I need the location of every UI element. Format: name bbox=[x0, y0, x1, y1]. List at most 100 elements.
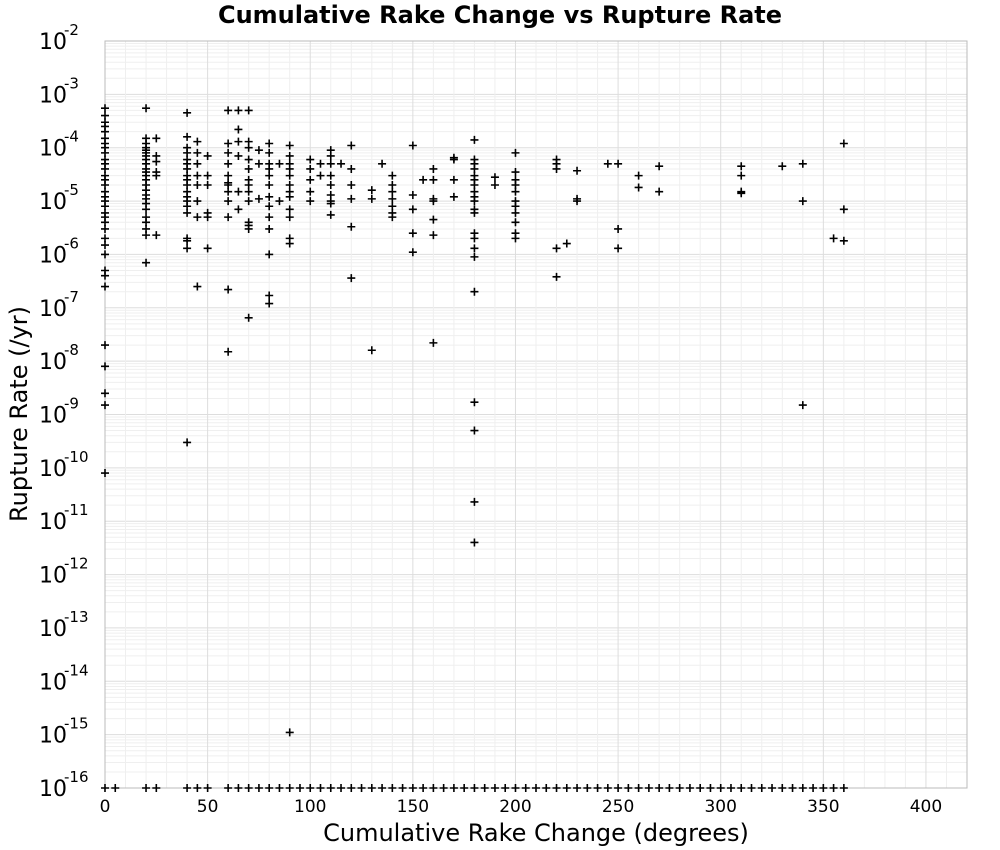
data-point bbox=[511, 784, 520, 792]
data-point bbox=[326, 181, 335, 190]
data-point bbox=[193, 159, 202, 168]
data-point bbox=[603, 784, 612, 792]
data-point bbox=[306, 175, 315, 184]
data-point bbox=[265, 202, 274, 211]
y-axis-label: Rupture Rate (/yr) bbox=[5, 306, 33, 522]
y-tick-exponent: -9 bbox=[64, 395, 79, 413]
x-tick-label: 250 bbox=[602, 797, 634, 817]
data-point bbox=[470, 208, 479, 217]
data-point bbox=[337, 159, 346, 168]
y-tick-label: 10-3 bbox=[39, 74, 79, 108]
data-point bbox=[101, 282, 109, 291]
data-point bbox=[111, 784, 120, 792]
data-point bbox=[244, 164, 253, 173]
data-point bbox=[788, 784, 797, 792]
data-point bbox=[347, 222, 356, 231]
y-tick-label: 10-16 bbox=[39, 768, 89, 802]
y-tick-base: 10 bbox=[39, 670, 67, 695]
data-point bbox=[347, 141, 356, 150]
data-point bbox=[798, 159, 807, 168]
data-point bbox=[378, 784, 387, 792]
data-point bbox=[655, 784, 664, 792]
data-point bbox=[142, 231, 151, 240]
data-point bbox=[265, 139, 274, 148]
y-tick-label: 10-5 bbox=[39, 181, 79, 215]
y-tick-base: 10 bbox=[39, 83, 67, 108]
y-tick-base: 10 bbox=[39, 137, 67, 162]
data-point bbox=[101, 218, 109, 227]
data-point bbox=[244, 187, 253, 196]
data-point bbox=[265, 192, 274, 201]
data-point bbox=[521, 784, 530, 792]
data-point bbox=[316, 784, 325, 792]
data-point bbox=[265, 291, 274, 300]
data-point bbox=[306, 197, 315, 206]
y-tick-base: 10 bbox=[39, 30, 67, 55]
data-point bbox=[275, 197, 284, 206]
data-point bbox=[388, 194, 397, 203]
data-point bbox=[193, 784, 202, 792]
data-point bbox=[193, 181, 202, 190]
y-tick-label: 10-2 bbox=[39, 21, 79, 55]
data-point bbox=[152, 157, 161, 166]
data-point bbox=[470, 252, 479, 261]
data-point bbox=[244, 313, 253, 322]
data-point bbox=[778, 162, 787, 171]
data-point bbox=[624, 784, 633, 792]
data-point bbox=[511, 218, 520, 227]
data-point bbox=[378, 159, 387, 168]
data-point bbox=[234, 205, 243, 214]
y-tick-label: 10-12 bbox=[39, 555, 89, 589]
data-point bbox=[665, 784, 674, 792]
x-tick-label: 0 bbox=[100, 797, 111, 817]
data-point bbox=[275, 159, 284, 168]
data-point bbox=[809, 784, 818, 792]
chart-title: Cumulative Rake Change vs Rupture Rate bbox=[218, 1, 782, 29]
y-tick-exponent: -16 bbox=[64, 768, 89, 786]
data-point bbox=[224, 347, 233, 356]
y-tick-base: 10 bbox=[39, 724, 67, 749]
data-point bbox=[347, 274, 356, 283]
data-point bbox=[408, 248, 417, 257]
data-point bbox=[696, 784, 705, 792]
data-point bbox=[183, 132, 192, 141]
y-tick-base: 10 bbox=[39, 617, 67, 642]
data-point bbox=[460, 784, 469, 792]
data-point bbox=[254, 159, 263, 168]
data-point bbox=[275, 784, 284, 792]
data-point bbox=[490, 784, 499, 792]
data-point bbox=[367, 186, 376, 195]
data-point bbox=[552, 244, 561, 253]
data-point bbox=[224, 187, 233, 196]
x-tick-label: 300 bbox=[704, 797, 736, 817]
y-tick-base: 10 bbox=[39, 243, 67, 268]
y-tick-exponent: -3 bbox=[64, 74, 79, 92]
data-point bbox=[224, 197, 233, 206]
data-point bbox=[357, 784, 366, 792]
data-point bbox=[429, 338, 438, 347]
data-point bbox=[429, 197, 438, 206]
data-point bbox=[449, 784, 458, 792]
data-point bbox=[101, 362, 109, 371]
data-point bbox=[193, 171, 202, 180]
x-axis-label: Cumulative Rake Change (degrees) bbox=[323, 819, 749, 847]
y-tick-base: 10 bbox=[39, 564, 67, 589]
data-point bbox=[839, 236, 848, 245]
data-point bbox=[183, 181, 192, 190]
data-points bbox=[101, 104, 848, 792]
data-point bbox=[798, 197, 807, 206]
y-tick-base: 10 bbox=[39, 510, 67, 535]
y-tick-exponent: -12 bbox=[64, 555, 89, 573]
data-point bbox=[470, 426, 479, 435]
y-tick-exponent: -4 bbox=[64, 128, 79, 146]
data-point bbox=[367, 346, 376, 355]
y-tick-label: 10-7 bbox=[39, 288, 79, 322]
y-tick-base: 10 bbox=[39, 404, 67, 429]
data-point bbox=[470, 398, 479, 407]
x-axis-ticks: 0 50 100 150 200 250 300 350 400 bbox=[100, 797, 943, 817]
data-point bbox=[768, 784, 777, 792]
grid-lines bbox=[105, 41, 967, 789]
data-point bbox=[265, 299, 274, 308]
data-point bbox=[655, 187, 664, 196]
